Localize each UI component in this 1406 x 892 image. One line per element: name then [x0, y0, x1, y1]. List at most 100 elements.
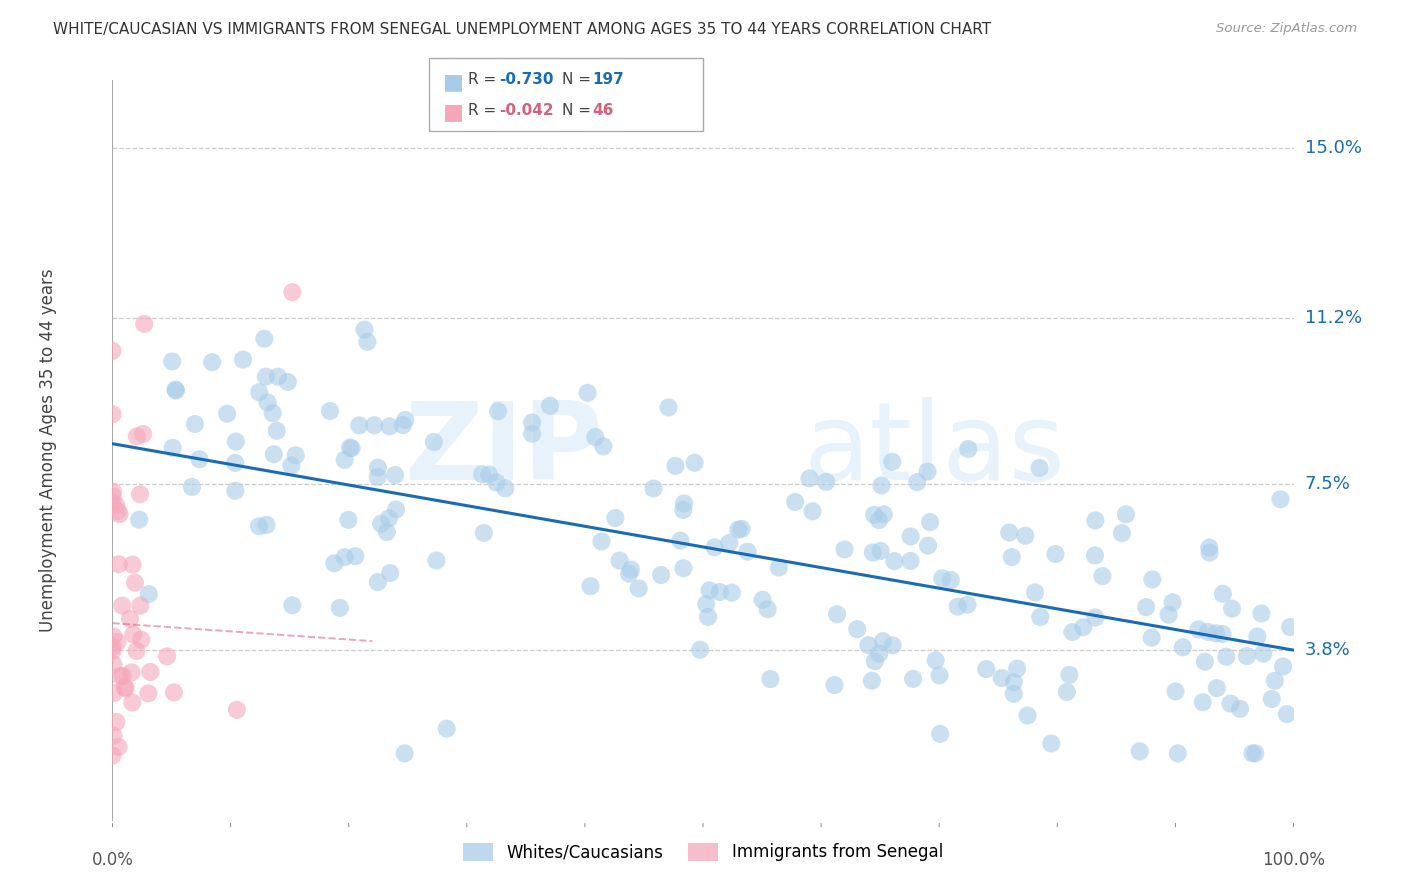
Point	[367, 574, 389, 589]
Point	[672, 503, 695, 517]
Point	[592, 439, 614, 453]
Point	[917, 539, 939, 553]
Point	[1028, 461, 1050, 475]
Text: 0.0%: 0.0%	[91, 851, 134, 869]
Point	[1161, 595, 1184, 609]
Point	[101, 496, 124, 510]
Point	[1220, 601, 1243, 615]
Point	[1059, 667, 1081, 681]
Point	[394, 747, 416, 761]
Point	[188, 452, 211, 467]
Point	[868, 647, 890, 661]
Point	[673, 496, 696, 510]
Text: N =: N =	[562, 72, 596, 87]
Point	[114, 681, 136, 696]
Point	[486, 404, 509, 418]
Point	[695, 597, 717, 611]
Point	[423, 434, 446, 449]
Point	[108, 507, 131, 521]
Point	[703, 541, 725, 555]
Point	[224, 456, 246, 470]
Text: R =: R =	[468, 72, 502, 87]
Text: 100.0%: 100.0%	[1263, 851, 1324, 869]
Point	[121, 558, 143, 572]
Point	[478, 467, 501, 482]
Point	[104, 498, 127, 512]
Point	[579, 579, 602, 593]
Point	[107, 739, 129, 754]
Point	[101, 407, 124, 421]
Point	[664, 458, 686, 473]
Point	[1194, 655, 1216, 669]
Point	[1024, 585, 1046, 599]
Point	[1002, 675, 1025, 690]
Point	[1091, 569, 1114, 583]
Point	[263, 447, 285, 461]
Point	[872, 634, 894, 648]
Point	[689, 642, 711, 657]
Point	[1164, 684, 1187, 698]
Point	[103, 836, 125, 850]
Text: -0.730: -0.730	[499, 72, 554, 87]
Point	[1272, 659, 1295, 673]
Point	[101, 484, 124, 499]
Point	[627, 582, 650, 596]
Point	[329, 600, 352, 615]
Point	[114, 680, 136, 694]
Point	[107, 635, 129, 649]
Text: ZIP: ZIP	[404, 398, 603, 503]
Point	[472, 525, 495, 540]
Point	[669, 533, 692, 548]
Point	[1171, 640, 1194, 655]
Point	[111, 599, 134, 613]
Point	[138, 587, 160, 601]
Point	[162, 441, 184, 455]
Point	[643, 482, 665, 496]
Point	[217, 407, 239, 421]
Point	[1084, 549, 1107, 563]
Point	[471, 467, 494, 482]
Point	[882, 455, 904, 469]
Point	[900, 529, 922, 543]
Point	[1014, 529, 1036, 543]
Text: 46: 46	[592, 103, 613, 118]
Point	[256, 395, 278, 409]
Point	[1062, 625, 1084, 640]
Point	[378, 511, 401, 525]
Point	[339, 441, 361, 455]
Point	[900, 554, 922, 568]
Point	[337, 513, 360, 527]
Point	[1045, 547, 1067, 561]
Point	[863, 654, 886, 668]
Point	[901, 672, 924, 686]
Point	[576, 385, 599, 400]
Point	[247, 385, 270, 400]
Point	[118, 612, 141, 626]
Point	[101, 640, 124, 654]
Point	[160, 354, 183, 368]
Point	[657, 401, 679, 415]
Point	[939, 573, 962, 587]
Point	[253, 332, 276, 346]
Point	[862, 545, 884, 559]
Point	[1250, 607, 1272, 621]
Point	[520, 426, 543, 441]
Point	[697, 610, 720, 624]
Point	[225, 434, 247, 449]
Point	[683, 456, 706, 470]
Point	[281, 599, 304, 613]
Point	[1084, 513, 1107, 527]
Point	[392, 418, 415, 433]
Point	[860, 673, 883, 688]
Point	[107, 558, 129, 572]
Point	[125, 429, 148, 443]
Point	[129, 599, 152, 613]
Point	[1029, 610, 1052, 624]
Point	[920, 515, 942, 529]
Point	[609, 553, 631, 567]
Point	[824, 678, 846, 692]
Point	[869, 544, 891, 558]
Point	[340, 441, 363, 455]
Text: WHITE/CAUCASIAN VS IMMIGRANTS FROM SENEGAL UNEMPLOYMENT AMONG AGES 35 TO 44 YEAR: WHITE/CAUCASIAN VS IMMIGRANTS FROM SENEG…	[53, 22, 991, 37]
Point	[1005, 662, 1028, 676]
